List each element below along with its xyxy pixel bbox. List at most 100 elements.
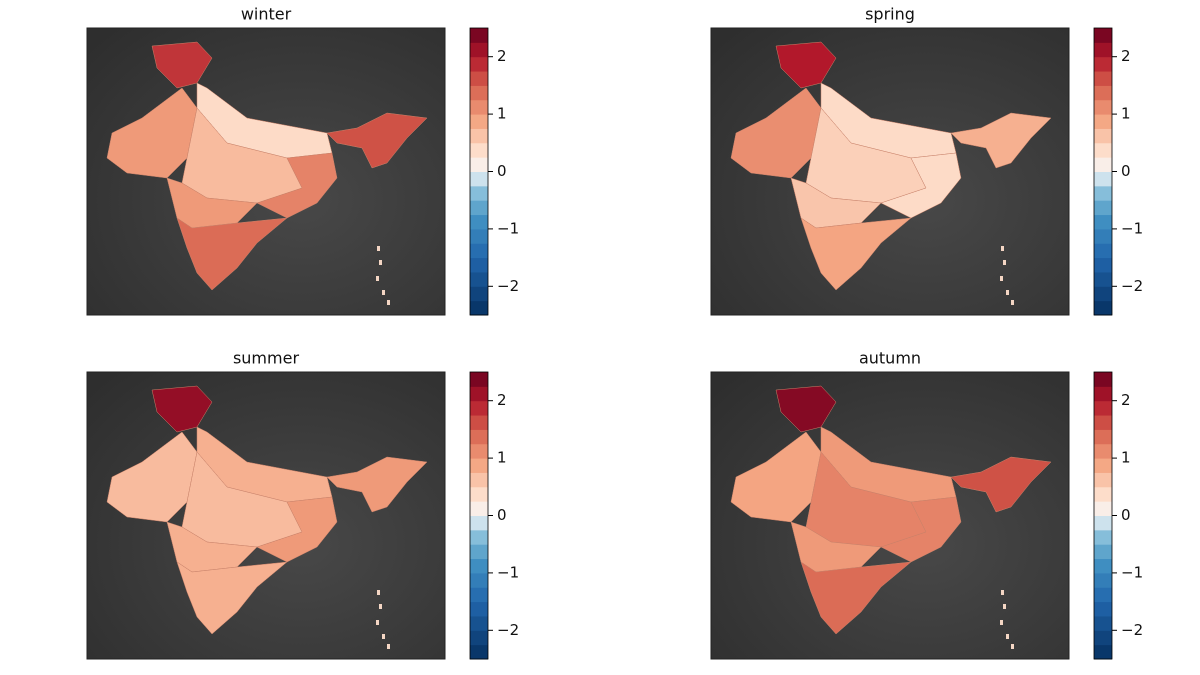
colorbar-step [470,429,488,445]
colorbar-tick-label: 2 [497,391,507,409]
colorbar-step [470,529,488,545]
island [387,300,390,305]
colorbar-tick-label: 0 [1121,162,1131,180]
colorbar-step [470,56,488,72]
colorbar-step [1094,386,1112,402]
island [377,590,380,595]
colorbar-step [1094,42,1112,58]
colorbar-step [470,128,488,144]
colorbar-step [470,372,488,387]
colorbar-step [1094,228,1112,244]
colorbar-step [470,85,488,101]
colorbar-step [470,271,488,287]
colorbar-step [1094,458,1112,473]
colorbar-step [1094,243,1112,259]
colorbar-step [470,171,488,187]
colorbar-step [470,114,488,129]
colorbar-step [1094,601,1112,617]
island [1001,246,1004,251]
colorbar-step [470,443,488,459]
colorbar-step [1094,300,1112,316]
colorbar-step [1094,443,1112,459]
region [880,496,962,563]
colorbar-step [470,300,488,316]
colorbar-step [1094,214,1112,230]
colorbar-step [1094,128,1112,144]
colorbar-step [470,400,488,416]
colorbar-step [470,200,488,216]
colorbar-step [1094,157,1112,172]
colorbar-step [1094,271,1112,287]
colorbar-step [1094,114,1112,129]
region [326,112,428,169]
island [1003,604,1006,609]
colorbar-step [470,501,488,516]
island [1000,620,1003,625]
colorbar-tick-label: −1 [497,219,519,237]
island [1006,634,1009,639]
colorbar-step [470,558,488,574]
island [376,276,379,281]
colorbar-step [1094,472,1112,488]
colorbar-step [1094,544,1112,560]
colorbar-tick-label: 2 [1121,47,1131,65]
region [326,456,428,513]
colorbar-tick-label: −2 [497,621,519,639]
colorbar-step [1094,171,1112,187]
colorbar-step [1094,558,1112,574]
colorbar-step [470,99,488,115]
colorbar-step [470,630,488,646]
colorbar-step [470,386,488,402]
colorbar-step [470,544,488,560]
colorbar-tick-label: 1 [497,105,507,123]
colorbar-step [470,185,488,201]
region [950,456,1052,513]
colorbar-step [1094,572,1112,588]
colorbar-step [470,71,488,86]
colorbar-step [470,601,488,617]
colorbar-tick-label: −1 [1121,563,1143,581]
colorbar-step [470,28,488,43]
colorbar-step [1094,286,1112,302]
colorbar-step [1094,644,1112,660]
colorbar-step [1094,99,1112,115]
colorbar-step [1094,630,1112,646]
colorbar-step [1094,400,1112,416]
colorbar-step [1094,185,1112,201]
colorbar-step [1094,587,1112,603]
island [1000,276,1003,281]
colorbar-tick-label: −1 [1121,219,1143,237]
colorbar-tick-label: 1 [1121,105,1131,123]
colorbar-step [470,515,488,531]
region [800,561,912,635]
colorbar-tick-label: 2 [497,47,507,65]
colorbar-tick-label: 2 [1121,391,1131,409]
region [800,217,912,291]
island [379,260,382,265]
colorbar-tick-label: −2 [1121,621,1143,639]
colorbar-step [1094,85,1112,101]
panel-title: summer [233,349,299,368]
colorbar-tick-label: 1 [497,449,507,467]
island [376,620,379,625]
colorbar-step [470,142,488,158]
colorbar-step [470,644,488,660]
colorbar-step [470,572,488,588]
colorbar-step [1094,415,1112,430]
island [1003,260,1006,265]
colorbar-step [1094,28,1112,43]
colorbar-step [470,286,488,302]
colorbar-step [1094,615,1112,631]
colorbar-step [470,42,488,58]
colorbar-step [470,615,488,631]
colorbar-step [1094,372,1112,387]
colorbar-step [470,214,488,230]
region [256,496,338,563]
island [1011,300,1014,305]
colorbar-tick-label: −1 [497,563,519,581]
colorbar-step [1094,257,1112,273]
island [382,634,385,639]
colorbar-step [470,157,488,172]
colorbar-step [1094,200,1112,216]
